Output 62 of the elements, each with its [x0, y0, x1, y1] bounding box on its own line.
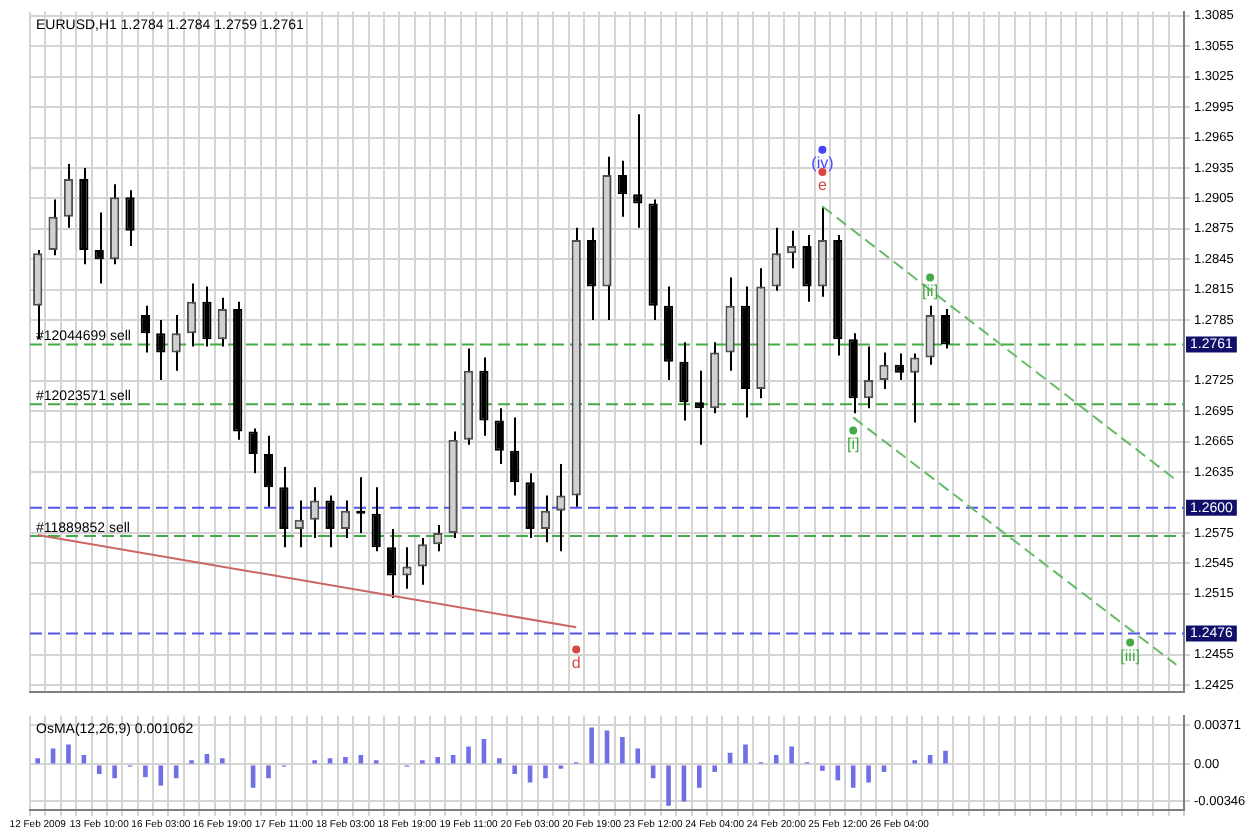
candlestick: [202, 285, 212, 348]
bar: [666, 765, 671, 806]
data-label: (iv): [811, 154, 835, 173]
bar: [835, 765, 841, 781]
bar: [697, 765, 702, 788]
bar: [789, 746, 794, 764]
data-label: e: [817, 176, 828, 195]
candlestick: [587, 226, 597, 322]
point: [818, 145, 827, 154]
point: [572, 645, 581, 654]
data-label: d: [571, 654, 581, 673]
bar: [96, 765, 102, 775]
candlestick: [94, 211, 104, 285]
bar: [620, 736, 625, 764]
bar: [266, 765, 271, 779]
bar: [435, 757, 441, 764]
candlestick: [894, 352, 904, 381]
bar: [496, 758, 502, 764]
data-label: [i]: [846, 434, 860, 453]
candlestick: [525, 472, 535, 540]
candlestick: [248, 427, 258, 475]
candlestick: [679, 341, 689, 422]
point: [926, 273, 935, 282]
data-label: [iii]: [1120, 646, 1140, 665]
candlestick: [156, 319, 166, 381]
bar: [466, 746, 471, 764]
candlestick: [940, 307, 951, 350]
candlestick: [325, 494, 335, 549]
bar: [35, 758, 40, 764]
candlestick: [140, 304, 151, 354]
candlestick: [125, 189, 135, 248]
bar: [66, 744, 71, 764]
candlestick: [802, 233, 812, 303]
candlestick: [386, 527, 397, 599]
candlestick: [279, 466, 289, 549]
bar: [543, 765, 548, 779]
candlestick: [263, 434, 274, 508]
bar: [220, 758, 225, 764]
bar: [712, 765, 718, 772]
candlestick: [494, 407, 504, 466]
bar: [866, 765, 871, 783]
candlestick: [617, 159, 627, 218]
bar: [881, 765, 887, 772]
bar: [773, 754, 779, 764]
point: [849, 426, 858, 435]
bar: [943, 750, 948, 764]
candlestick: [694, 369, 704, 446]
bar: [112, 765, 117, 779]
bar: [589, 727, 594, 764]
candlestick: [479, 356, 489, 437]
data-label: [ii]: [922, 281, 939, 300]
bar: [143, 765, 148, 778]
candlestick: [371, 486, 381, 553]
bar: [820, 765, 825, 771]
bar: [635, 748, 641, 764]
bar: [343, 757, 348, 764]
bar: [158, 765, 164, 786]
candlestick: [510, 416, 520, 497]
bar: [512, 765, 517, 775]
candlestick: [633, 113, 643, 229]
bar: [743, 744, 748, 764]
point: [1126, 638, 1135, 647]
